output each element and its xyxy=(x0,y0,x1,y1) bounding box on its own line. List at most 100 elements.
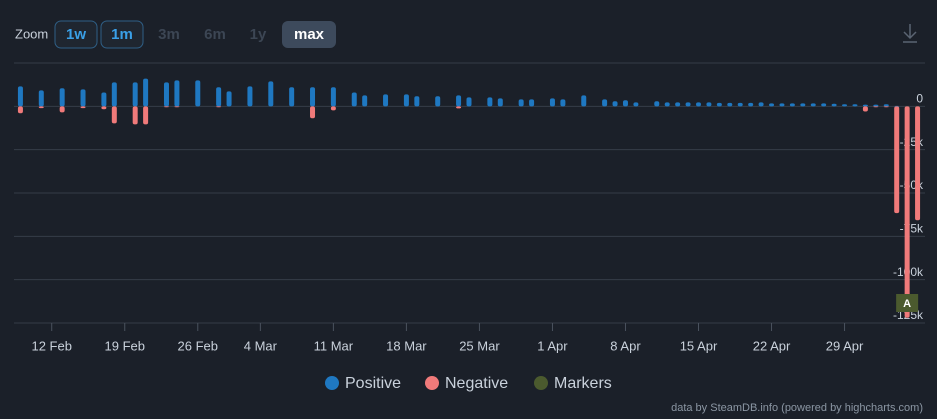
x-tick-label: 18 Mar xyxy=(386,338,427,353)
positive-bar xyxy=(549,98,555,107)
negative-bar xyxy=(143,106,149,125)
positive-bar xyxy=(769,103,775,107)
positive-bar xyxy=(403,94,409,107)
x-tick-label: 8 Apr xyxy=(610,338,641,353)
positive-bar xyxy=(195,80,201,107)
negative-bar xyxy=(163,106,169,108)
positive-bar xyxy=(310,87,316,107)
x-tick-label: 1 Apr xyxy=(537,338,568,353)
positive-bar xyxy=(143,78,149,107)
x-tick-label: 26 Feb xyxy=(178,338,218,353)
negative-bar xyxy=(862,106,868,112)
positive-bar xyxy=(622,100,628,107)
legend-swatch[interactable] xyxy=(325,376,339,390)
positive-bar xyxy=(831,103,837,107)
negative-bar xyxy=(883,106,889,108)
zoom-button[interactable] xyxy=(100,20,144,49)
zoom-button-label[interactable]: 1w xyxy=(66,26,86,43)
legend-label[interactable]: Negative xyxy=(445,375,508,392)
legend-label[interactable]: Markers xyxy=(554,375,612,392)
positive-bar xyxy=(174,80,180,107)
positive-bar xyxy=(268,81,274,107)
zoom-button-label[interactable]: 6m xyxy=(204,26,226,43)
legend-swatch[interactable] xyxy=(534,376,548,390)
positive-bar xyxy=(664,102,670,107)
zoom-button[interactable] xyxy=(282,21,336,48)
x-tick-label: 22 Apr xyxy=(753,338,791,353)
positive-bar xyxy=(518,99,524,107)
negative-bar xyxy=(873,106,879,108)
negative-bar xyxy=(111,106,117,124)
download-icon[interactable] xyxy=(903,24,917,43)
zoom-label: Zoom xyxy=(15,26,48,41)
positive-bar xyxy=(383,94,389,107)
negative-bar xyxy=(17,106,23,114)
positive-bar xyxy=(852,104,858,107)
positive-bar xyxy=(716,102,722,107)
negative-bar xyxy=(38,106,44,109)
positive-bar xyxy=(59,88,65,107)
positive-bar xyxy=(633,102,639,107)
positive-bar xyxy=(330,87,336,107)
legend-swatch[interactable] xyxy=(425,376,439,390)
x-tick-label: 15 Apr xyxy=(680,338,718,353)
negative-bar xyxy=(80,106,86,109)
positive-bar xyxy=(810,103,816,107)
x-tick-label: 11 Mar xyxy=(314,338,354,353)
positive-bar xyxy=(289,87,295,107)
positive-bar xyxy=(132,82,138,107)
zoom-button-label[interactable]: 1m xyxy=(111,26,133,43)
positive-bar xyxy=(821,103,827,107)
positive-bar xyxy=(758,102,764,107)
positive-bar xyxy=(466,97,472,107)
zoom-button-label[interactable]: 3m xyxy=(158,26,180,43)
negative-bar xyxy=(216,106,222,108)
positive-bar xyxy=(17,86,23,107)
positive-bar xyxy=(696,102,701,107)
positive-bar xyxy=(414,96,420,107)
positive-bar xyxy=(111,82,117,107)
positive-bar xyxy=(456,95,462,107)
negative-bar xyxy=(915,106,921,221)
positive-bar xyxy=(101,92,107,107)
y-tick-label: -25k xyxy=(900,135,924,149)
download-glyph[interactable] xyxy=(903,24,917,43)
zoom-button-label[interactable]: 1y xyxy=(250,26,267,43)
positive-bar xyxy=(351,92,357,107)
negative-bar xyxy=(894,106,900,214)
positive-bar xyxy=(862,104,868,107)
positive-bar xyxy=(435,96,441,107)
positive-bar xyxy=(685,102,691,107)
x-tick-label: 25 Mar xyxy=(459,338,500,353)
positive-bar xyxy=(216,87,222,107)
x-tick-label: 19 Feb xyxy=(105,338,145,353)
zoom-button[interactable] xyxy=(54,20,98,49)
positive-bar xyxy=(727,102,733,107)
negative-bar xyxy=(456,106,462,109)
negative-bar xyxy=(904,106,910,318)
x-tick-label: 12 Feb xyxy=(31,338,71,353)
positive-bar xyxy=(873,104,879,107)
positive-bar xyxy=(706,102,712,107)
positive-bar xyxy=(612,101,618,107)
positive-bar xyxy=(602,99,608,107)
positive-bar xyxy=(842,104,848,107)
positive-bar xyxy=(80,89,86,107)
positive-bar xyxy=(800,103,806,107)
positive-bar xyxy=(247,86,253,107)
positive-bar xyxy=(894,105,900,107)
positive-bar xyxy=(362,95,368,107)
positive-bar xyxy=(497,98,503,107)
positive-bar xyxy=(529,99,535,107)
positive-bar xyxy=(779,103,785,107)
positive-bar xyxy=(654,101,660,107)
positive-bar xyxy=(883,104,889,107)
positive-bar xyxy=(748,102,754,107)
negative-bar xyxy=(101,106,107,110)
x-tick-label: 29 Apr xyxy=(826,338,864,353)
zoom-button-label[interactable]: max xyxy=(294,26,325,43)
legend-label[interactable]: Positive xyxy=(345,375,401,392)
negative-bar xyxy=(330,106,336,111)
marker-label: A xyxy=(903,298,911,310)
